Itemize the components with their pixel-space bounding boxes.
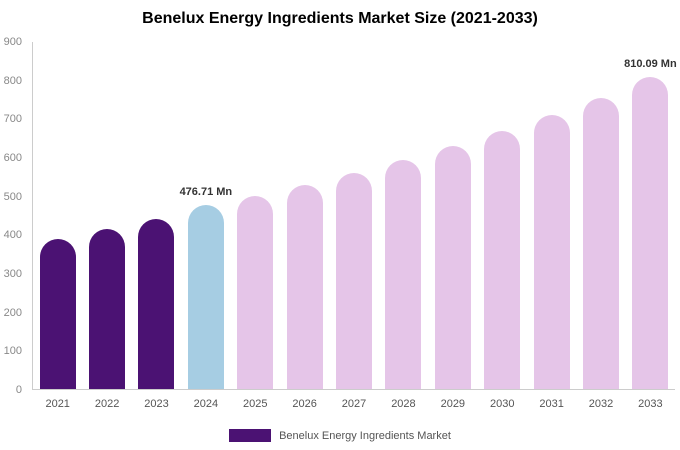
y-tick-label: 100 — [3, 345, 22, 358]
bar — [89, 229, 126, 389]
y-axis: 0 100 200 300 400 500 600 700 800 900 — [0, 36, 28, 396]
y-tick-label: 700 — [3, 113, 22, 126]
bar — [336, 173, 373, 389]
bar — [237, 196, 274, 389]
x-tick-label: 2032 — [588, 398, 614, 410]
chart-title: Benelux Energy Ingredients Market Size (… — [142, 10, 538, 27]
x-tick-label: 2022 — [94, 398, 120, 410]
y-tick-label: 800 — [3, 74, 22, 87]
bar-slot: 2025 — [231, 42, 280, 410]
y-tick-label: 300 — [3, 268, 22, 280]
bar-slot: 2031 — [527, 42, 576, 410]
bar-slot: 2023 — [132, 42, 181, 410]
bar-slot: 2027 — [329, 42, 378, 410]
y-tick-label: 600 — [3, 152, 22, 164]
legend-swatch — [229, 429, 272, 442]
legend-label: Benelux Energy Ingredients Market — [279, 429, 451, 442]
bar — [187, 205, 224, 389]
bar-slot: 2026 — [280, 42, 329, 410]
bar — [533, 114, 570, 389]
x-tick-label: 2024 — [193, 398, 219, 410]
x-tick-label: 2021 — [45, 398, 70, 410]
y-tick-label: 200 — [3, 306, 22, 319]
bar-slot: 2021 — [33, 42, 82, 410]
x-tick-label: 2028 — [391, 398, 416, 410]
bar-slot: 810.09 Mn 2033 — [624, 42, 677, 410]
x-tick-label: 2031 — [539, 398, 564, 410]
bar — [484, 131, 521, 389]
x-tick-label: 2025 — [243, 398, 268, 410]
x-tick-label: 2023 — [144, 398, 169, 410]
y-tick-label: 500 — [3, 190, 22, 203]
y-tick-label: 400 — [3, 229, 22, 242]
bar-slot: 476.71 Mn 2024 — [179, 42, 233, 410]
bar-value-label: 810.09 Mn — [624, 57, 677, 70]
legend: Benelux Energy Ingredients Market — [0, 429, 680, 442]
bar — [434, 145, 471, 389]
bar-slot: 2029 — [428, 42, 477, 410]
x-tick-label: 2033 — [638, 398, 663, 410]
x-tick-label: 2029 — [440, 398, 466, 410]
bar — [385, 159, 422, 389]
y-tick-label: 0 — [15, 384, 22, 396]
bar — [138, 219, 175, 389]
bar-slot: 2032 — [576, 42, 625, 410]
y-tick-label: 900 — [3, 36, 22, 48]
bar-slot: 2022 — [82, 42, 131, 410]
bar-slot: 2030 — [478, 42, 527, 410]
x-tick-label: 2027 — [341, 398, 367, 410]
bar — [582, 97, 619, 389]
plot-area: 2021 2022 2023 476.71 Mn 2024 2025 2026 2027 202… — [32, 42, 677, 410]
bar-value-label: 476.71 Mn — [179, 186, 233, 199]
x-tick-label: 2026 — [292, 398, 317, 410]
bar-slot: 2028 — [379, 42, 428, 410]
bar — [286, 185, 323, 389]
x-tick-label: 2030 — [489, 398, 515, 410]
bar — [39, 238, 76, 389]
bars-container: 2021 2022 2023 476.71 Mn 2024 2025 2026 2027 202… — [33, 42, 677, 410]
bar — [632, 76, 669, 389]
